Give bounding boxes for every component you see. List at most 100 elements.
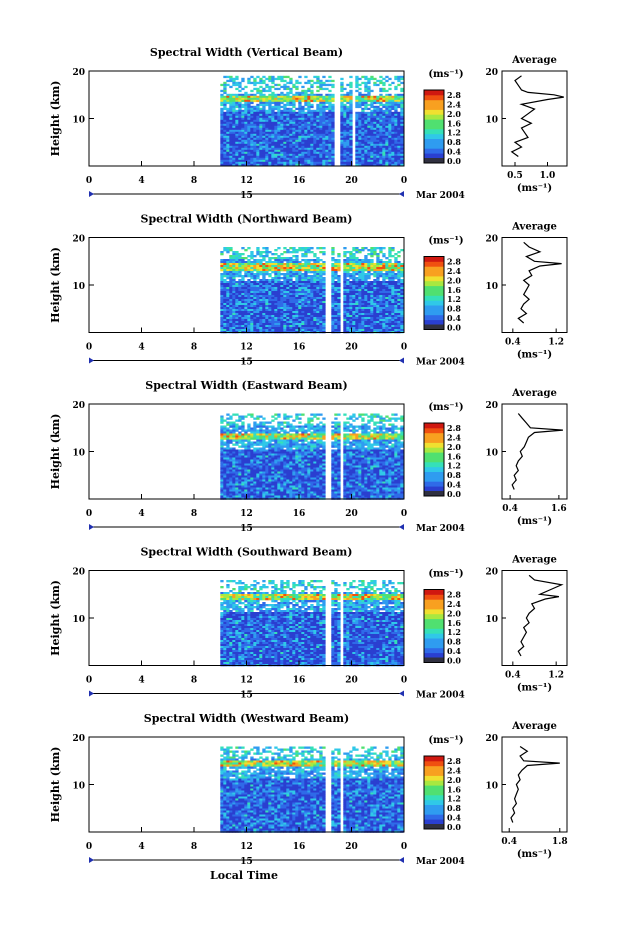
heatmap-cell <box>229 121 233 125</box>
heatmap-cell <box>259 163 263 167</box>
heatmap-cell <box>358 329 362 332</box>
heatmap-cell <box>337 315 341 318</box>
heatmap-cell <box>292 267 296 270</box>
heatmap-cell <box>235 257 239 260</box>
heatmap-cell <box>346 99 350 103</box>
heatmap-cell <box>355 315 359 318</box>
heatmap-cell <box>229 259 233 262</box>
heatmap-cell <box>379 125 383 129</box>
heatmap-cell <box>244 105 248 109</box>
heatmap-cell <box>322 301 326 304</box>
heatmap-cell <box>295 161 299 165</box>
heatmap-cell <box>310 271 314 274</box>
heatmap-cell <box>388 159 392 163</box>
heatmap-cell <box>322 113 326 117</box>
heatmap-cell <box>274 431 278 434</box>
heatmap-cell <box>361 121 365 125</box>
heatmap-cell <box>370 309 374 312</box>
heatmap-cell <box>388 107 392 111</box>
heatmap-cell <box>265 311 269 314</box>
heatmap-cell <box>397 127 401 131</box>
heatmap-cell <box>391 131 395 135</box>
heatmap-cell <box>235 303 239 306</box>
heatmap-cell <box>364 301 368 304</box>
heatmap-cell <box>334 275 338 278</box>
heatmap-cell <box>346 427 350 430</box>
heatmap-cell <box>268 329 272 332</box>
heatmap-cell <box>376 255 380 258</box>
heatmap-cell <box>331 431 335 434</box>
heatmap-cell <box>364 141 368 145</box>
heatmap-cell <box>322 429 326 432</box>
heatmap-cell <box>298 155 302 159</box>
heatmap-cell <box>391 307 395 310</box>
heatmap-cell <box>304 307 308 310</box>
heatmap-cell <box>280 157 284 161</box>
heatmap-cell <box>349 291 353 294</box>
heatmap-cell <box>283 263 287 266</box>
heatmap-cell <box>361 137 365 141</box>
heatmap-cell <box>343 145 347 149</box>
heatmap-cell <box>265 293 269 296</box>
heatmap-cell <box>385 309 389 312</box>
heatmap-cell <box>226 305 230 308</box>
heatmap-cell <box>250 281 254 284</box>
colorbar-segment <box>424 319 444 325</box>
heatmap-cell <box>283 283 287 286</box>
heatmap-cell <box>388 277 392 280</box>
heatmap-cell <box>283 259 287 262</box>
heatmap-cell <box>277 105 281 109</box>
colorbar-segment <box>424 280 444 287</box>
heatmap-cell <box>343 425 347 428</box>
heatmap-cell <box>274 417 278 420</box>
heatmap-cell <box>307 327 311 330</box>
heatmap-cell <box>343 95 347 99</box>
heatmap-cell <box>250 433 254 436</box>
heatmap-cell <box>247 307 251 310</box>
heatmap-cell <box>376 115 380 119</box>
heatmap-cell <box>295 323 299 326</box>
heatmap-cell <box>313 99 317 103</box>
heatmap-cell <box>229 311 233 314</box>
heatmap-cell <box>394 95 398 99</box>
heatmap-cell <box>244 285 248 288</box>
heatmap-cell <box>352 307 356 310</box>
heatmap-cell <box>226 325 230 328</box>
heatmap-cell <box>244 287 248 290</box>
heatmap-cell <box>349 325 353 328</box>
heatmap-cell <box>277 135 281 139</box>
heatmap-cell <box>226 423 230 426</box>
heatmap-cell <box>400 149 404 153</box>
heatmap-cell <box>346 117 350 121</box>
heatmap-cell <box>247 427 251 430</box>
heatmap-cell <box>316 313 320 316</box>
heatmap-cell <box>229 289 233 292</box>
heatmap-cell <box>250 99 254 103</box>
heatmap-cell <box>313 261 317 264</box>
heatmap-cell <box>265 115 269 119</box>
heatmap-cell <box>343 427 347 430</box>
heatmap-cell <box>364 159 368 163</box>
heatmap-cell <box>400 143 404 147</box>
y-tick-label: 10 <box>72 282 85 292</box>
heatmap-cell <box>394 323 398 326</box>
heatmap-cell <box>304 291 308 294</box>
heatmap-cell <box>271 81 275 85</box>
heatmap-cell <box>331 287 335 290</box>
heatmap-cell <box>238 139 242 143</box>
heatmap-cell <box>274 151 278 155</box>
heatmap-cell <box>370 123 374 127</box>
heatmap-cell <box>283 413 287 416</box>
heatmap-cell <box>373 129 377 133</box>
heatmap-cell <box>286 305 290 308</box>
heatmap-cell <box>274 427 278 430</box>
heatmap-cell <box>394 305 398 308</box>
heatmap-cell <box>358 117 362 121</box>
heatmap-cell <box>382 313 386 316</box>
heatmap-cell <box>331 151 335 155</box>
heatmap-cell <box>370 137 374 141</box>
heatmap-cell <box>262 275 266 278</box>
heatmap-cell <box>313 319 317 322</box>
heatmap-cell <box>355 121 359 125</box>
heatmap-cell <box>373 155 377 159</box>
